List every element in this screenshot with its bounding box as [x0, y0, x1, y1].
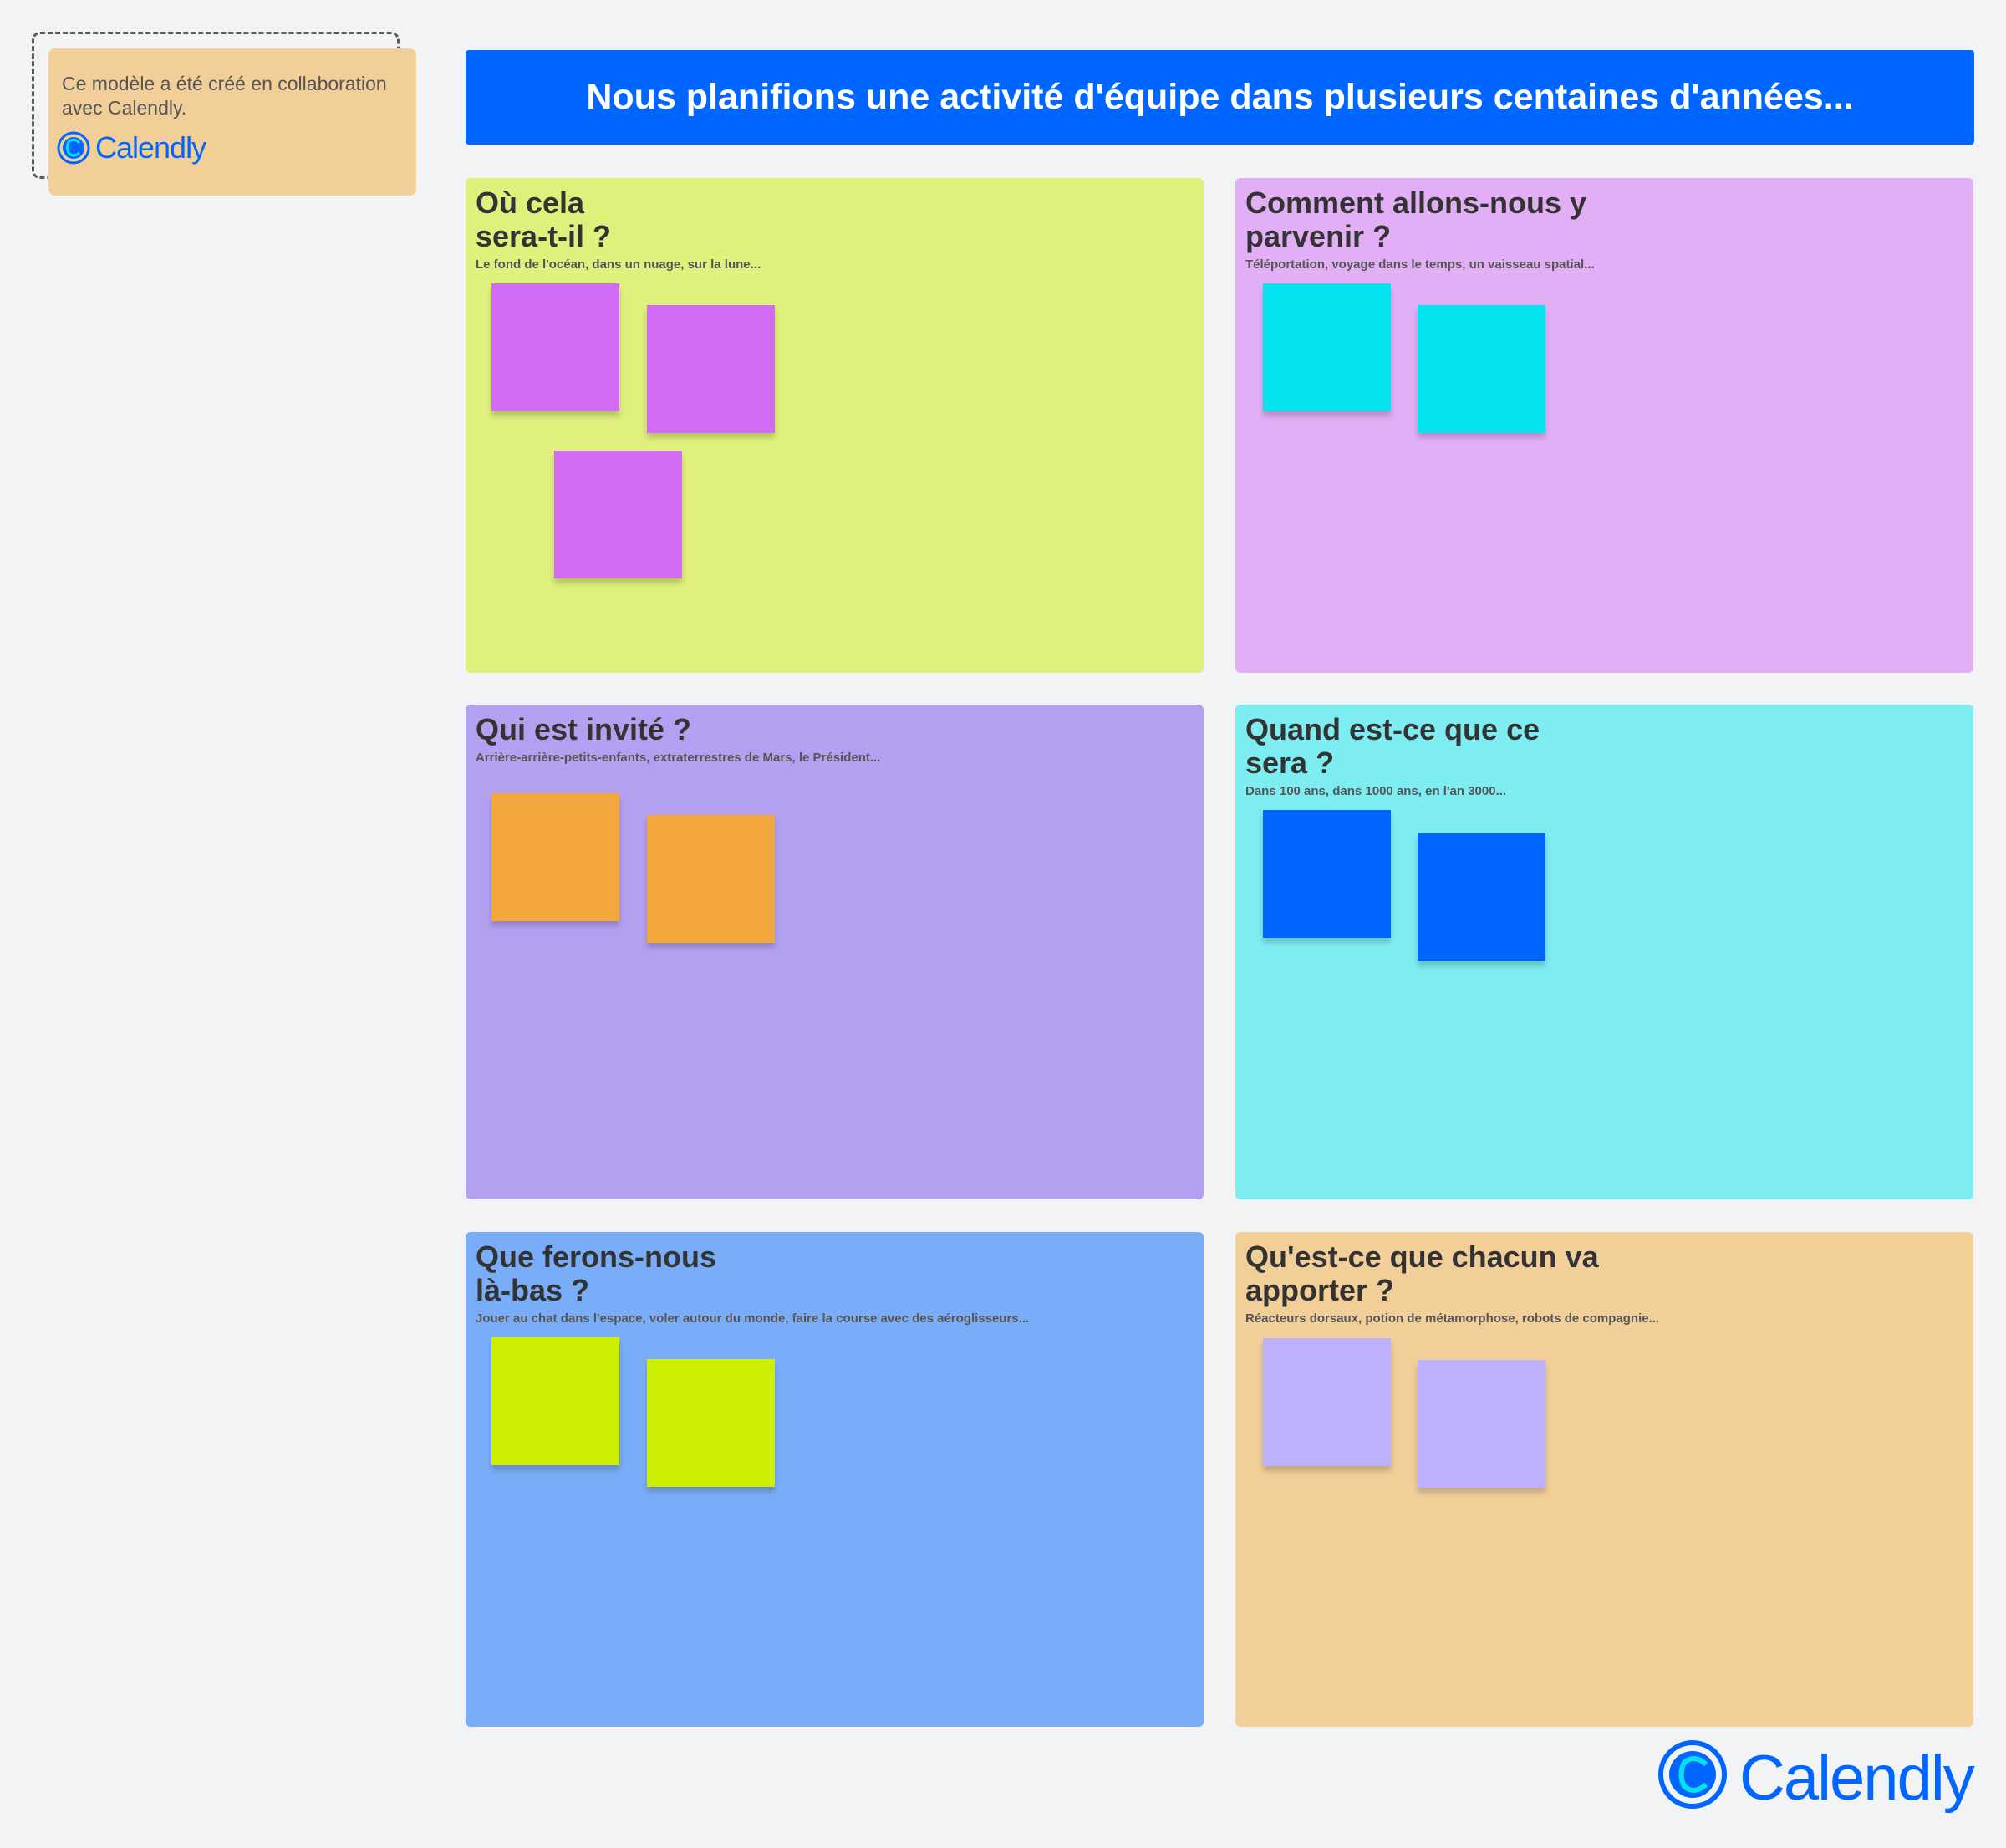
sticky-note[interactable] — [1418, 305, 1545, 433]
calendly-logo: Calendly — [1657, 1737, 1979, 1825]
sticky-note[interactable] — [1263, 1338, 1391, 1466]
panel-header: Qui est invité ? Arrière-arrière-petits-e… — [476, 713, 1194, 766]
panel-subtitle: Le fond de l'océan, dans un nuage, sur l… — [476, 257, 761, 272]
sticky-note[interactable] — [554, 451, 682, 578]
panel-where[interactable]: Où cela sera-t-il ? Le fond de l'océan, da… — [466, 178, 1204, 673]
panel-title-line: Où cela — [476, 186, 585, 220]
panel-header: Qu'est-ce que chacun va apporter ? Réacteu… — [1245, 1240, 1964, 1327]
page-header: Nous planifions une activité d'équipe da… — [466, 50, 1974, 145]
sticky-note[interactable] — [1418, 833, 1545, 961]
panel-title: Que ferons-nous là-bas ? — [476, 1240, 1194, 1307]
panel-title: Qu'est-ce que chacun va apporter ? — [1245, 1240, 1964, 1307]
panel-title-line: Quand est-ce que ce — [1245, 712, 1540, 746]
panel-subtitle: Téléportation, voyage dans le temps, un … — [1245, 257, 1595, 272]
panel-title-line: parvenir ? — [1245, 219, 1392, 253]
sticky-note[interactable] — [647, 305, 775, 433]
panel-title-line: sera ? — [1245, 746, 1335, 780]
panel-subtitle: Réacteurs dorsaux, potion de métamorphos… — [1245, 1311, 1660, 1326]
page-title: Nous planifions une activité d'équipe da… — [586, 77, 1854, 117]
panel-header: Que ferons-nous là-bas ? Jouer au chat dan… — [476, 1240, 1194, 1327]
panel-who[interactable]: Qui est invité ? Arrière-arrière-petits-e… — [466, 705, 1204, 1199]
panel-title-line: là-bas ? — [476, 1273, 590, 1307]
svg-text:Calendly: Calendly — [95, 130, 206, 165]
panel-title: Quand est-ce que ce sera ? — [1245, 713, 1964, 780]
panel-bring[interactable]: Qu'est-ce que chacun va apporter ? Réacteu… — [1235, 1232, 1973, 1727]
panel-how[interactable]: Comment allons-nous y parvenir ? Téléporta… — [1235, 178, 1973, 673]
panel-title: Comment allons-nous y parvenir ? — [1245, 186, 1964, 253]
credit-note[interactable]: Ce modèle a été créé en collaboration av… — [48, 48, 416, 196]
sticky-note[interactable] — [491, 283, 619, 411]
panel-title: Où cela sera-t-il ? — [476, 186, 1194, 253]
panel-title: Qui est invité ? — [476, 713, 1194, 746]
panel-when[interactable]: Quand est-ce que ce sera ? Dans 100 ans, d… — [1235, 705, 1973, 1199]
sticky-note[interactable] — [647, 1359, 775, 1487]
sticky-note[interactable] — [491, 1337, 619, 1465]
panel-subtitle: Arrière-arrière-petits-enfants, extrater… — [476, 751, 881, 765]
panel-subtitle: Dans 100 ans, dans 1000 ans, en l'an 300… — [1245, 784, 1507, 798]
panel-header: Où cela sera-t-il ? Le fond de l'océan, da… — [476, 186, 1194, 273]
sticky-note[interactable] — [647, 815, 775, 943]
credit-text: Ce modèle a été créé en collaboration av… — [62, 73, 387, 119]
calendly-logo-small: Calendly — [57, 129, 224, 175]
panel-title-line: apporter ? — [1245, 1273, 1395, 1307]
panel-what[interactable]: Que ferons-nous là-bas ? Jouer au chat dan… — [466, 1232, 1204, 1727]
svg-text:Calendly: Calendly — [1739, 1743, 1975, 1814]
panel-header: Quand est-ce que ce sera ? Dans 100 ans, d… — [1245, 713, 1964, 800]
panel-title-line: Qu'est-ce que chacun va — [1245, 1240, 1599, 1274]
panel-title-line: Qui est invité ? — [476, 712, 692, 746]
panel-subtitle: Jouer au chat dans l'espace, voler autou… — [476, 1311, 1030, 1326]
sticky-note[interactable] — [1418, 1360, 1545, 1488]
sticky-note[interactable] — [1263, 283, 1391, 411]
sticky-note[interactable] — [491, 793, 619, 921]
sticky-note[interactable] — [1263, 810, 1391, 938]
panel-title-line: sera-t-il ? — [476, 219, 612, 253]
panel-title-line: Que ferons-nous — [476, 1240, 717, 1274]
panel-title-line: Comment allons-nous y — [1245, 186, 1587, 220]
panel-header: Comment allons-nous y parvenir ? Téléporta… — [1245, 186, 1964, 273]
